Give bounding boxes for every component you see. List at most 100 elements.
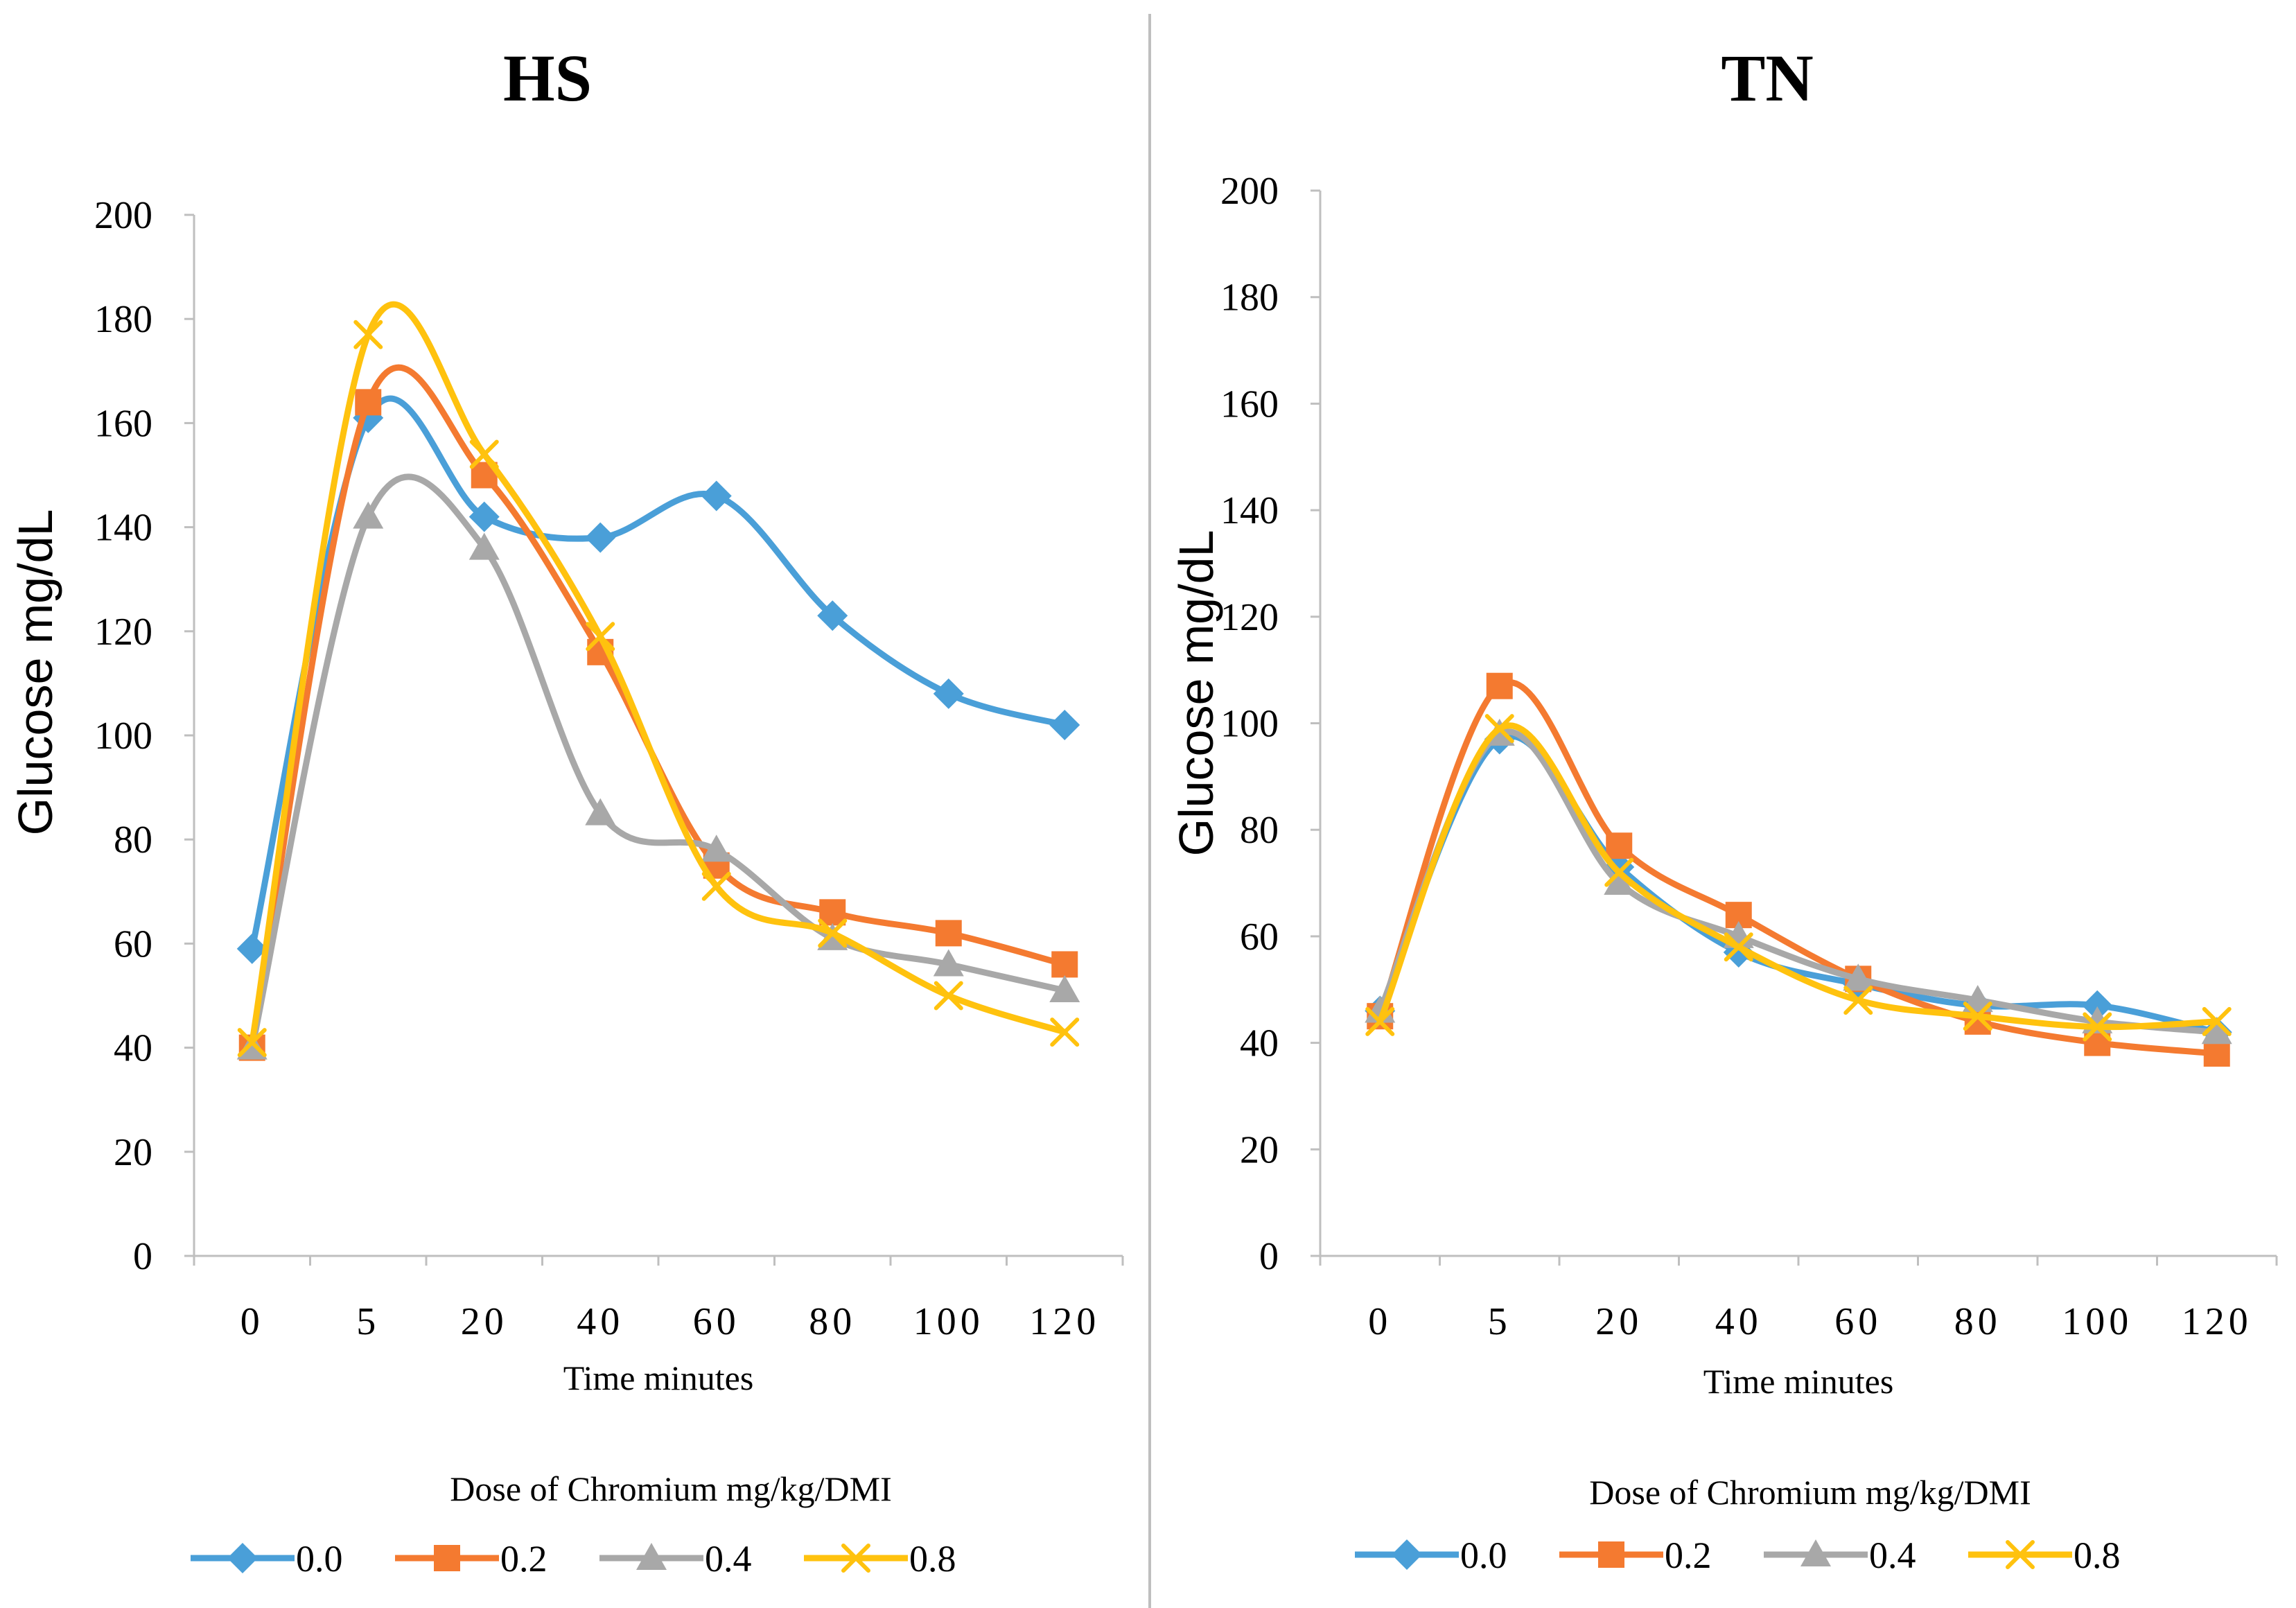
legend-item-0-4: 0.4: [1764, 1535, 1916, 1576]
x-tick-label: 0: [240, 1300, 264, 1343]
data-point-diamond: [1049, 709, 1080, 740]
data-point-x: [1843, 986, 1873, 1015]
y-tick-label: 120: [1220, 596, 1279, 639]
x-tick-label: 40: [1715, 1300, 1762, 1343]
y-tick-label: 40: [1240, 1022, 1279, 1065]
chart-title: HS: [503, 41, 592, 115]
legend-marker-square: [434, 1545, 460, 1571]
y-tick-label: 180: [1220, 277, 1279, 320]
x-tick-label: 5: [356, 1300, 380, 1343]
data-point-diamond: [817, 600, 848, 631]
data-point-triangle: [1604, 868, 1635, 895]
data-point-x: [469, 439, 499, 469]
data-point-x: [237, 1028, 267, 1058]
data-point-x: [2202, 1006, 2232, 1036]
series-0-8: [237, 301, 1080, 1058]
x-tick-label: 100: [2062, 1300, 2132, 1343]
x-tick-label: 120: [1029, 1300, 1100, 1343]
legend-label: 0.2: [500, 1538, 547, 1580]
x-tick-label: 80: [1954, 1300, 2001, 1343]
chart-title: TN: [1721, 41, 1813, 115]
x-tick-label: 60: [693, 1300, 740, 1343]
legend-label: 0.0: [296, 1538, 343, 1580]
data-point-square: [935, 920, 962, 947]
data-point-x: [1365, 1006, 1395, 1036]
x-tick-label: 40: [577, 1300, 624, 1343]
y-tick-label: 140: [1220, 489, 1279, 532]
data-point-diamond: [2082, 990, 2113, 1021]
legend-item-0-0: 0.0: [191, 1538, 343, 1580]
legend-marker-diamond: [227, 1543, 258, 1573]
y-tick-label: 100: [94, 715, 152, 758]
y-tick-label: 200: [94, 194, 152, 237]
legend-marker-triangle: [636, 1543, 667, 1570]
x-tick-label: 80: [809, 1300, 856, 1343]
data-point-triangle: [933, 949, 964, 977]
data-point-x: [934, 981, 963, 1011]
series-line: [1376, 733, 2220, 1035]
legend-item-0-2: 0.2: [395, 1538, 547, 1580]
legend-item-0-2: 0.2: [1559, 1535, 1712, 1576]
y-axis-title: Glucose mg/dL: [1169, 530, 1223, 857]
legend-label: 0.4: [1869, 1535, 1916, 1576]
legend-item-0-4: 0.4: [599, 1538, 752, 1580]
data-point-x: [1050, 1017, 1080, 1047]
y-axis-title: Glucose mg/dL: [8, 509, 62, 836]
data-point-x: [353, 320, 383, 349]
legend-title: Dose of Chromium mg/kg/DMI: [1589, 1473, 2031, 1512]
data-point-diamond: [585, 522, 616, 553]
y-tick-label: 20: [1240, 1128, 1279, 1171]
series-line: [249, 395, 1068, 952]
series-0-8: [1365, 714, 2232, 1042]
legend-marker-diamond: [1392, 1539, 1422, 1570]
y-tick-label: 40: [114, 1027, 152, 1070]
data-point-diamond: [468, 501, 500, 532]
data-point-x: [1963, 1002, 1992, 1031]
data-point-diamond: [933, 678, 964, 709]
y-tick-label: 0: [133, 1235, 152, 1278]
legend-marker-square: [1598, 1541, 1624, 1568]
data-point-square: [819, 899, 846, 926]
data-point-triangle: [1962, 985, 1993, 1013]
data-point-x: [701, 871, 731, 901]
chart-panel-hs: HS 0 20 40 60 80 100 120 140 160 180 200 0 5 20 40 60 80 1…: [8, 41, 1124, 1580]
x-axis-title: Time minutes: [1703, 1362, 1894, 1401]
x-tick-label: 120: [2182, 1300, 2252, 1343]
x-tick-label: 20: [461, 1300, 508, 1343]
x-tick-label: 100: [913, 1300, 984, 1343]
data-point-x: [586, 622, 615, 652]
data-point-triangle: [701, 834, 732, 862]
y-tick-label: 60: [1240, 916, 1279, 959]
data-point-diamond: [701, 480, 732, 512]
legend-label: 0.4: [705, 1538, 752, 1580]
data-point-triangle: [353, 501, 384, 529]
series-0-0: [1365, 724, 2232, 1048]
legend-label: 0.2: [1665, 1535, 1712, 1576]
x-tick-label: 20: [1595, 1300, 1642, 1343]
x-tick-label: 60: [1834, 1300, 1882, 1343]
legend-item-0-8: 0.8: [804, 1538, 956, 1580]
y-tick-label: 80: [1240, 809, 1279, 852]
legend-marker-triangle: [1800, 1539, 1831, 1566]
data-point-x: [2083, 1012, 2112, 1042]
legend-marker-x: [2006, 1540, 2035, 1569]
y-tick-label: 140: [94, 507, 152, 550]
data-point-square: [1051, 951, 1078, 978]
data-point-triangle: [1843, 963, 1874, 991]
series-line: [249, 365, 1068, 1051]
y-tick-label: 100: [1220, 703, 1279, 746]
x-tick-label: 0: [1368, 1300, 1392, 1343]
data-point-x: [818, 918, 848, 948]
y-tick-label: 160: [1220, 383, 1279, 426]
y-tick-label: 180: [94, 298, 152, 341]
y-tick-label: 60: [114, 923, 152, 965]
series-0-0: [236, 395, 1080, 964]
data-point-triangle: [585, 798, 616, 825]
y-tick-label: 200: [1220, 170, 1279, 213]
data-point-triangle: [2201, 1017, 2232, 1045]
legend-label: 0.0: [1460, 1535, 1507, 1576]
series-line: [249, 473, 1068, 1051]
data-point-triangle: [468, 532, 500, 560]
data-point-square: [1486, 672, 1513, 699]
